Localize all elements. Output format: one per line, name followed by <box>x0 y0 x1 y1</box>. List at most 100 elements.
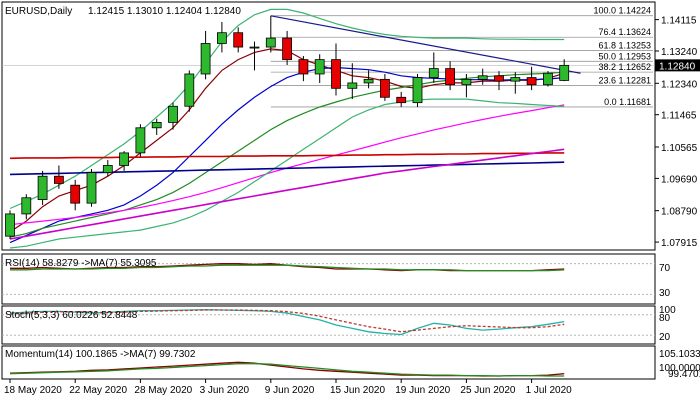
last-price-label: 1.12840 <box>659 61 696 72</box>
date-axis: 18 May 2020 22 May 2020 28 May 2020 3 Jun 2… <box>4 379 572 396</box>
candle-body <box>216 32 227 44</box>
ma-line-5 <box>9 98 565 249</box>
ma-line-6 <box>9 152 565 160</box>
candle <box>200 30 211 80</box>
resistance-trendline <box>270 15 581 74</box>
candle <box>102 160 113 177</box>
candle <box>445 61 456 91</box>
candle <box>37 170 48 205</box>
sub-indicators <box>2 263 655 377</box>
date-tick-label: 9 Jun 2020 <box>265 385 315 396</box>
candle <box>70 179 81 211</box>
candle <box>510 72 521 94</box>
date-tick-label: 3 Jun 2020 <box>200 385 250 396</box>
price-tick-label: 1.12340 <box>661 79 698 90</box>
candle-body <box>168 105 178 123</box>
fib-level-label: 76.4 1.13624 <box>598 27 651 37</box>
candle <box>559 59 570 82</box>
candle-body <box>200 43 211 75</box>
candle-body <box>119 152 129 166</box>
stoch-axis-80: 80 <box>659 313 671 324</box>
candle-body <box>543 72 553 86</box>
candle-body <box>363 78 374 84</box>
candle <box>396 91 407 107</box>
candle <box>412 73 423 107</box>
momentum-axis-100: 100.0000 <box>659 363 700 374</box>
fibonacci-levels: 100.0 1.14224 76.4 1.13624 61.8 1.1325350.… <box>270 6 653 108</box>
candle <box>298 56 309 82</box>
candle-body <box>428 68 439 78</box>
date-tick-label: 15 Jun 2020 <box>330 385 385 396</box>
price-tick-label: 1.11465 <box>661 111 697 122</box>
candle <box>543 71 553 87</box>
candle-body <box>102 165 113 174</box>
stoch-axis-20: 20 <box>659 332 671 343</box>
candle-body <box>282 37 293 61</box>
candle-body <box>5 213 15 237</box>
candle <box>168 102 178 130</box>
indicator-lines <box>9 8 581 249</box>
candle-body <box>477 75 488 80</box>
candle <box>86 169 97 207</box>
indicator-series-1-1 <box>9 309 565 333</box>
main-panel-frame <box>1 1 656 251</box>
candle <box>363 70 374 89</box>
price-tick-label: 1.07915 <box>661 238 698 249</box>
ohlc-header: 1.12415 1.13010 1.12404 1.12840 <box>88 6 241 17</box>
fib-level-label: 50.0 1.12953 <box>598 51 651 61</box>
candle-body <box>494 75 504 82</box>
candle <box>119 151 129 171</box>
fib-level-label: 23.6 1.12281 <box>598 75 651 85</box>
candle-body <box>86 172 97 204</box>
candle <box>347 63 358 100</box>
date-tick-label: 28 May 2020 <box>134 385 192 396</box>
indicator-series-2-0 <box>9 361 565 377</box>
candle-body <box>233 32 244 48</box>
stoch-axis-100: 100 <box>659 305 676 316</box>
candle <box>428 52 439 83</box>
candle-body <box>249 46 260 49</box>
stoch-title: Stoch(5,3,3) 60.0226 52.8448 <box>5 310 138 321</box>
candle <box>54 165 64 189</box>
candle-body <box>265 37 276 48</box>
candle <box>233 27 244 53</box>
date-tick-label: 1 Jul 2020 <box>526 385 573 396</box>
candle-body <box>54 175 64 184</box>
candle-body <box>314 59 325 75</box>
candle-body <box>184 73 195 107</box>
price-axis: 1.14115 1.13240 1.12340 1.11465 1.10565 1.096… <box>655 16 700 249</box>
price-tick-label: 1.14115 <box>661 16 697 27</box>
fib-level-label: 38.2 1.12652 <box>598 62 651 72</box>
candle <box>314 54 325 83</box>
rsi-axis-30: 30 <box>659 288 671 299</box>
indicator-series-0-1 <box>10 264 565 272</box>
candle-body <box>331 59 341 89</box>
rsi-panel-frame <box>1 253 656 305</box>
ma-line-2 <box>9 71 565 238</box>
candle-body <box>396 96 407 104</box>
price-tick-label: 1.13240 <box>661 47 698 58</box>
candle <box>184 70 195 112</box>
date-tick-label: 18 May 2020 <box>4 385 62 396</box>
candle-body <box>21 197 32 215</box>
candle-body <box>461 78 472 86</box>
date-tick-label: 19 Jun 2020 <box>395 385 450 396</box>
date-tick-label: 22 May 2020 <box>69 385 127 396</box>
candle <box>21 194 32 220</box>
candle-body <box>510 77 521 82</box>
fib-level-label: 0.0 1.11681 <box>604 97 651 107</box>
candle-body <box>445 68 456 86</box>
main-chart-title: EURUSD,Daily <box>5 6 72 17</box>
ma-line-7 <box>9 161 565 176</box>
candle <box>151 118 162 135</box>
candle-body <box>135 127 146 154</box>
candle <box>494 71 504 91</box>
candle <box>135 124 146 157</box>
rsi-title: RSI(14) 58.8279 ->MA(7) 55.3095 <box>5 258 157 269</box>
last-price-box <box>655 59 700 72</box>
rsi-axis-70: 70 <box>659 263 671 274</box>
candle <box>282 30 293 65</box>
momentum-title: Momentum(14) 100.1865 ->MA(7) 99.7302 <box>5 349 196 360</box>
